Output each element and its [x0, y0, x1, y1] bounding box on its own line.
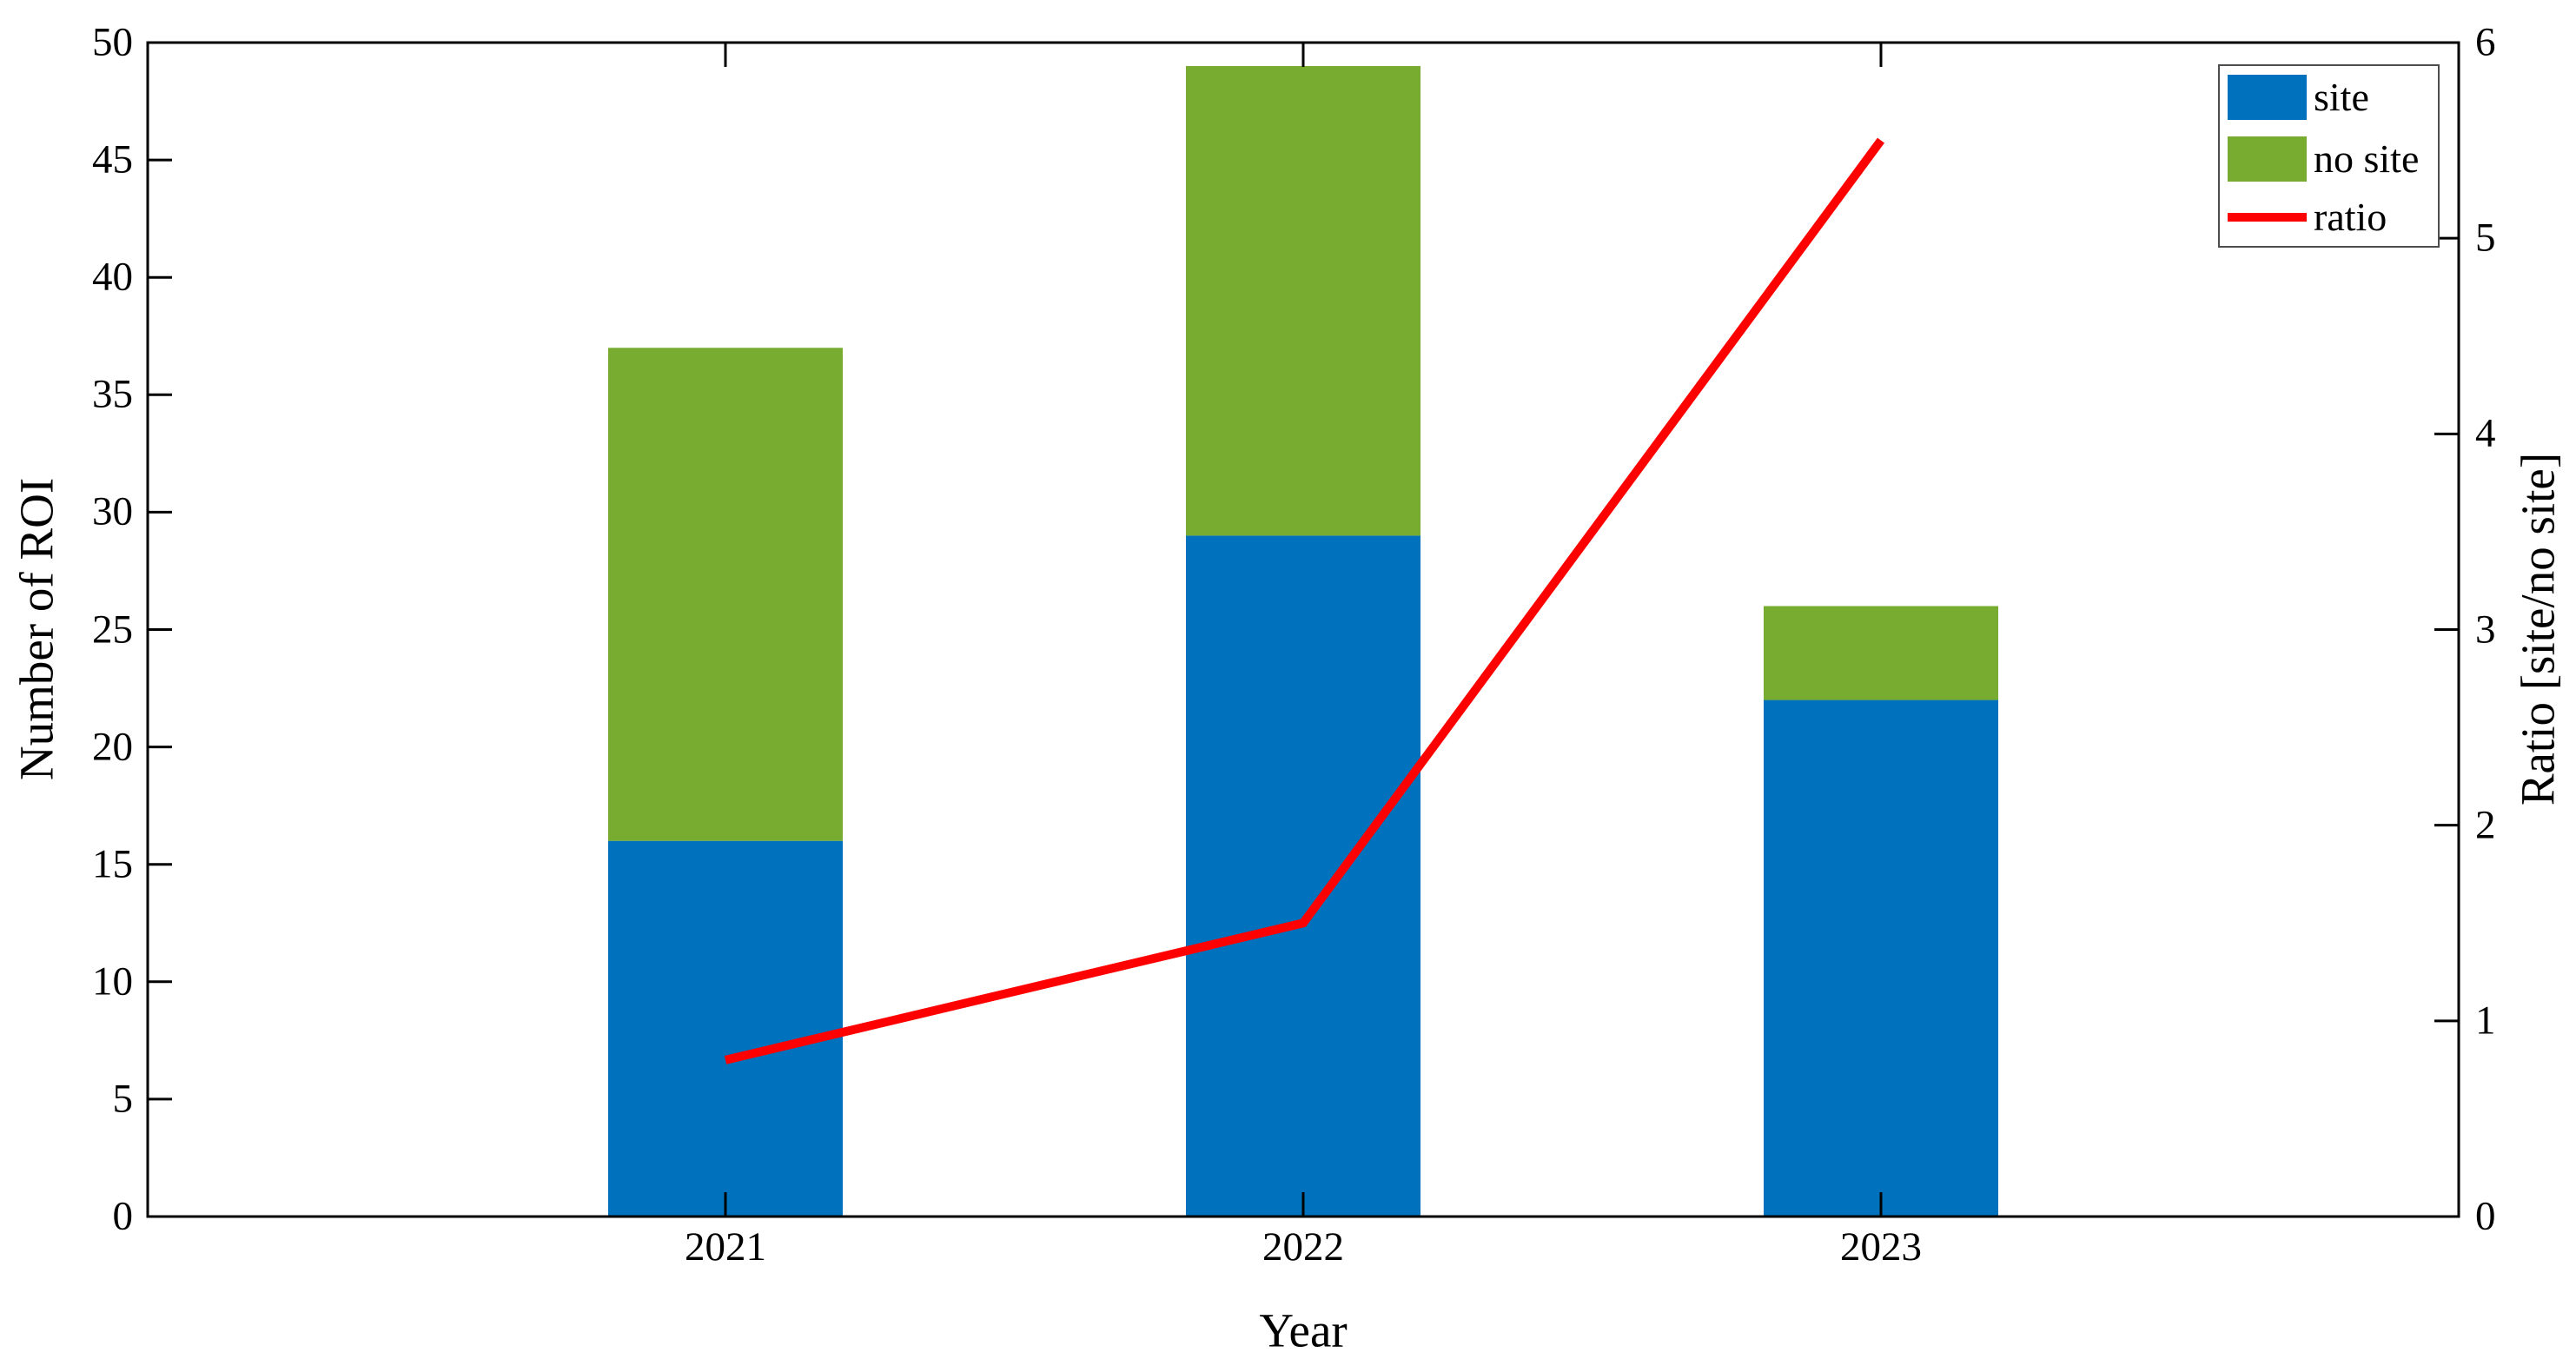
- left-tick-label-10: 10: [92, 958, 133, 1005]
- left-tick-label-35: 35: [92, 371, 133, 417]
- x-tick-label-2021: 2021: [685, 1224, 766, 1270]
- x-tick-label-2023: 2023: [1840, 1224, 1922, 1270]
- right-tick-label-0: 0: [2475, 1193, 2496, 1239]
- left-axis-title: Number of ROI: [10, 477, 63, 781]
- left-tick-label-50: 50: [92, 19, 133, 65]
- left-tick-label-40: 40: [92, 254, 133, 300]
- legend-label-site: site: [2314, 75, 2369, 119]
- x-tick-label-2022: 2022: [1262, 1224, 1344, 1270]
- right-tick-label-1: 1: [2475, 998, 2496, 1044]
- bar-segment-site-2023: [1764, 700, 1998, 1217]
- left-tick-label-0: 0: [112, 1193, 134, 1239]
- bar-segment-no-site-2022: [1186, 66, 1420, 536]
- legend: site no site ratio: [2218, 64, 2440, 248]
- ratio-line-sample: [2228, 213, 2307, 222]
- right-tick-label-2: 2: [2475, 802, 2496, 848]
- x-axis-title: Year: [1259, 1303, 1348, 1357]
- left-tick-label-25: 25: [92, 607, 133, 652]
- bar-segment-no-site-2023: [1764, 606, 1998, 700]
- bar-segment-no-site-2021: [608, 348, 843, 841]
- no-site-color-swatch: [2228, 136, 2307, 182]
- right-tick-label-5: 5: [2475, 215, 2496, 261]
- legend-item-site: site: [2228, 75, 2438, 120]
- left-tick-label-45: 45: [92, 136, 133, 182]
- left-tick-label-5: 5: [112, 1076, 134, 1122]
- legend-label-no-site: no site: [2314, 136, 2420, 181]
- right-tick-label-6: 6: [2475, 19, 2496, 65]
- left-tick-label-15: 15: [92, 841, 133, 887]
- bar-segment-site-2022: [1186, 535, 1420, 1217]
- bar-segment-site-2021: [608, 840, 843, 1217]
- left-tick-label-20: 20: [92, 724, 133, 770]
- left-tick-label-30: 30: [92, 488, 133, 534]
- legend-label-ratio: ratio: [2314, 195, 2387, 239]
- right-axis-title: Ratio [site/no site]: [2511, 452, 2565, 806]
- right-tick-label-3: 3: [2475, 607, 2496, 652]
- site-color-swatch: [2228, 75, 2307, 120]
- right-tick-label-4: 4: [2475, 410, 2496, 456]
- legend-item-ratio: ratio: [2228, 197, 2438, 237]
- ratio-line: [724, 137, 1885, 1064]
- legend-item-no-site: no site: [2228, 136, 2438, 182]
